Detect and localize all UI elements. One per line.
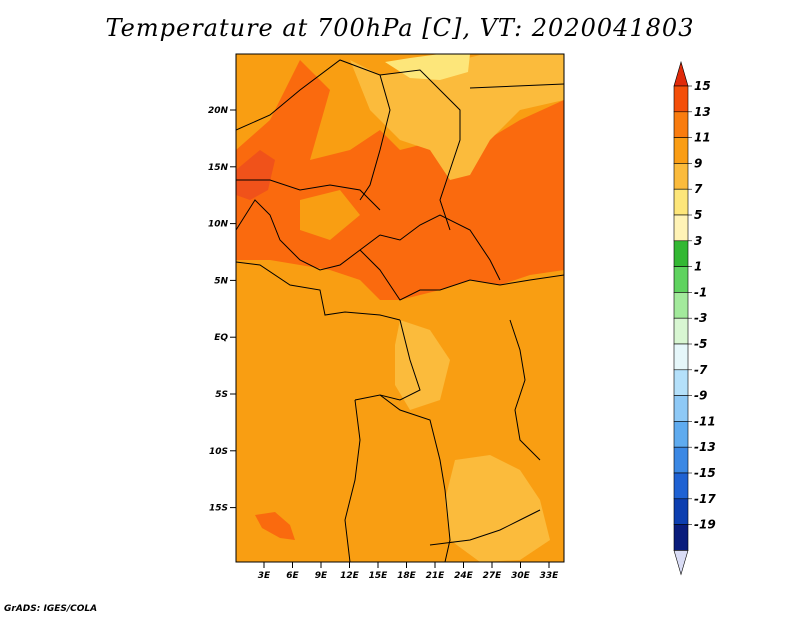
- lon-tick-label: 24E: [454, 571, 474, 581]
- colorbar-segment: [673, 369, 689, 396]
- colorbar-label: 3: [694, 234, 702, 248]
- lat-tick-label: 10N: [208, 220, 229, 230]
- border-line: [344, 399, 361, 562]
- colorbar-top-triangle: [673, 60, 689, 87]
- field-11-13-north-hole: [300, 190, 360, 240]
- colorbar-label: 11: [694, 131, 711, 145]
- colorbar-label: 9: [694, 156, 702, 170]
- colorbar-label: -17: [694, 492, 716, 506]
- colorbar-legend: 15 13 11 9 7 5 3 1 -1 -3 -5 -7 -9 -11 -13 -15 -17 -19: [673, 60, 716, 576]
- border-line: [379, 394, 451, 562]
- longitude-axis: 3E 6E 9E 12E 15E 18E 21E 24E 27E 30E 33E: [258, 562, 559, 581]
- colorbar-segment: [673, 421, 689, 448]
- colorbar-label: -9: [694, 389, 707, 403]
- lat-tick-label: 15N: [208, 163, 229, 173]
- field-13-15: [236, 150, 275, 200]
- border-line: [236, 199, 381, 271]
- colorbar-segment: [673, 292, 689, 319]
- field-7-9-north: [350, 54, 564, 180]
- lat-tick-label: 5S: [215, 390, 228, 400]
- latitude-axis: 20N 15N 10N 5N EQ 5S 10S 15S: [208, 106, 236, 514]
- colorbar-label: 15: [694, 79, 711, 93]
- country-borders: [236, 59, 564, 562]
- colorbar-label: 7: [694, 182, 703, 196]
- map-title: Temperature at 700hPa [C], VT: 202004180…: [105, 14, 695, 42]
- border-line: [509, 319, 541, 461]
- lat-tick-label: EQ: [214, 333, 228, 343]
- lon-tick-label: 12E: [340, 571, 360, 581]
- colorbar-label: -19: [694, 518, 716, 532]
- border-line: [236, 179, 381, 211]
- colorbar-label: 5: [694, 208, 702, 222]
- colorbar-segment: [673, 395, 689, 422]
- border-line: [429, 509, 541, 546]
- colorbar-segment: [673, 85, 689, 113]
- colorbar-segment: [673, 498, 689, 525]
- colorbar-segment: [673, 446, 689, 474]
- border-line: [354, 319, 421, 401]
- lon-tick-label: 9E: [315, 571, 328, 581]
- lon-tick-label: 27E: [483, 571, 503, 581]
- colorbar-label: -5: [694, 337, 707, 351]
- colorbar-segment: [673, 188, 689, 216]
- colorbar-segment: [673, 472, 689, 500]
- border-line: [379, 214, 501, 281]
- lon-tick-label: 18E: [397, 571, 417, 581]
- colorbar-segment: [673, 343, 689, 371]
- field-11-13-north: [236, 60, 564, 300]
- colorbar-segment: [673, 137, 689, 164]
- lon-tick-label: 3E: [258, 571, 271, 581]
- lon-tick-label: 21E: [426, 571, 446, 581]
- colorbar-label: -13: [694, 440, 716, 454]
- colorbar-segment: [673, 111, 689, 138]
- lat-tick-label: 10S: [209, 447, 228, 457]
- field-7-9-central: [395, 320, 450, 410]
- colorbar-segment: [673, 266, 689, 293]
- colorbar-segment: [673, 163, 689, 190]
- colorbar-segment: [673, 524, 689, 551]
- colorbar-label: -1: [694, 285, 707, 299]
- lon-tick-label: 6E: [286, 571, 299, 581]
- border-line: [359, 249, 564, 301]
- colorbar-segment: [673, 214, 689, 242]
- colorbar-segment: [673, 317, 689, 345]
- colorbar-label: -7: [694, 363, 708, 377]
- field-11-13-southwest: [255, 512, 295, 540]
- colorbar-segment: [673, 240, 689, 267]
- border-line: [469, 83, 564, 89]
- border-line: [236, 261, 401, 321]
- colorbar-label: -15: [694, 466, 716, 480]
- footer-credit: GrADS: IGES/COLA: [4, 604, 98, 614]
- colorbar-bottom-triangle: [673, 550, 689, 576]
- map-frame: [235, 53, 565, 563]
- lon-tick-label: 33E: [540, 571, 560, 581]
- lon-tick-label: 30E: [511, 571, 531, 581]
- lon-tick-label: 15E: [369, 571, 389, 581]
- colorbar-label: -11: [694, 414, 716, 428]
- field-7-9-southeast: [445, 455, 550, 562]
- lat-tick-label: 20N: [208, 106, 229, 116]
- border-line: [379, 69, 461, 231]
- lat-tick-label: 5N: [214, 276, 228, 286]
- lat-tick-label: 15S: [209, 504, 228, 514]
- colorbar-label: -3: [694, 311, 707, 325]
- colorbar-label: 13: [694, 105, 711, 119]
- field-5-7: [385, 54, 470, 80]
- temperature-map: [236, 54, 564, 562]
- colorbar-label: 1: [694, 260, 702, 274]
